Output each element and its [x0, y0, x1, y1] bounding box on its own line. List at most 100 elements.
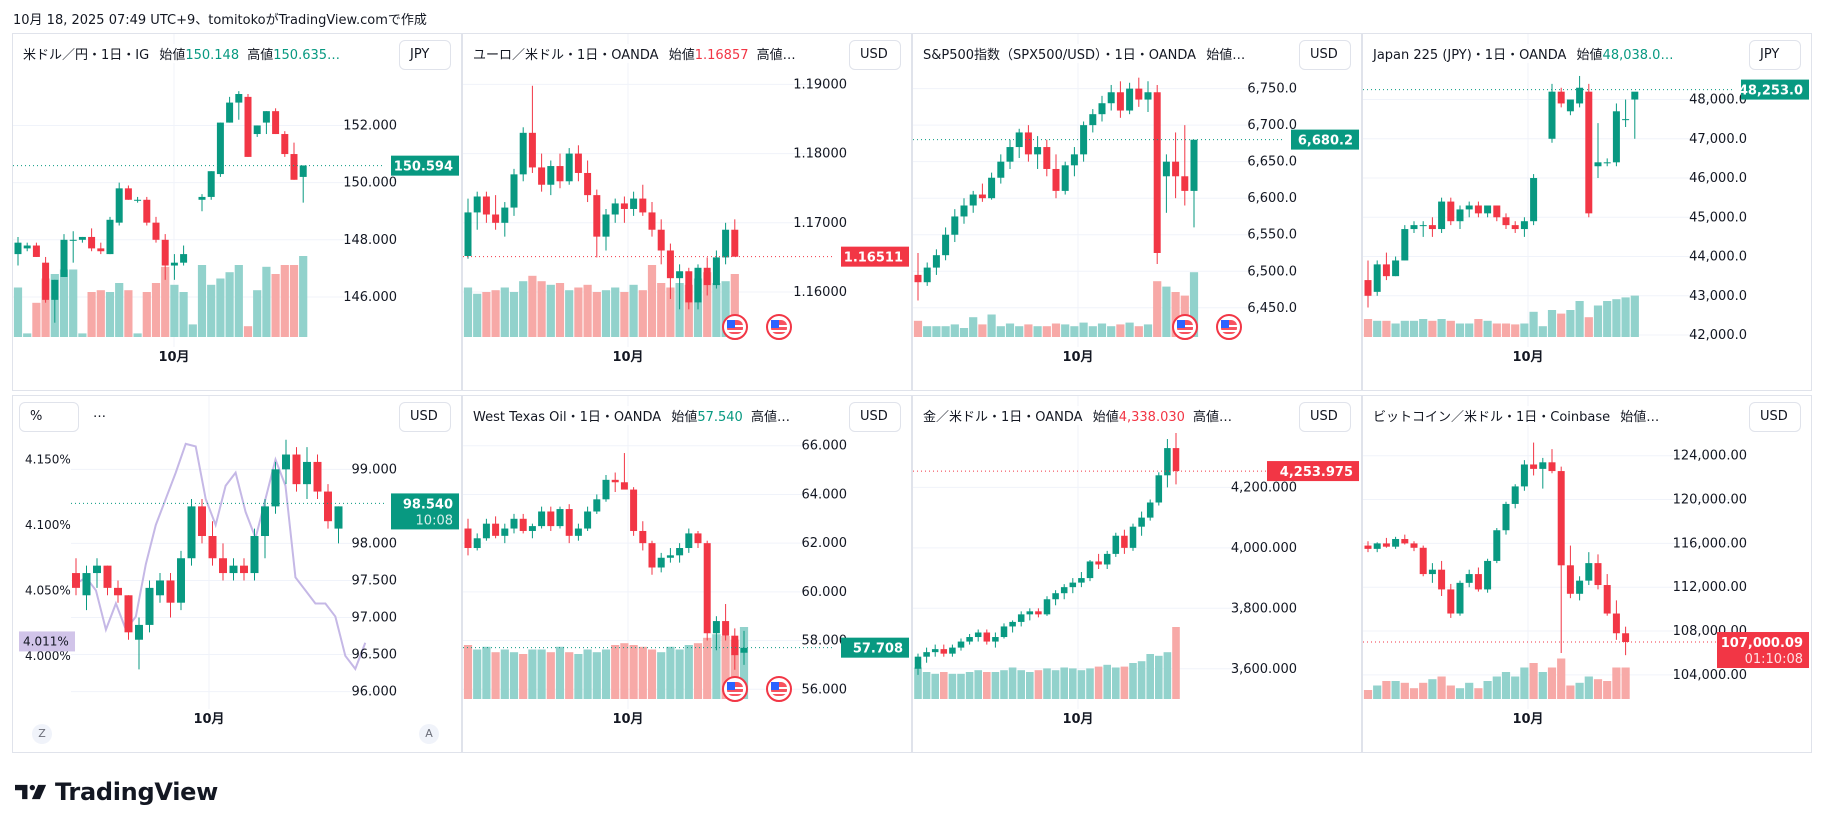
us-flag-event-icon[interactable] — [766, 314, 792, 340]
y-tick-label: 148.000 — [343, 233, 397, 248]
chart-panel-jp225[interactable]: 48,000.0 47,000.0 46,000.0 45,000.0 44,000.0… — [1362, 33, 1812, 391]
open-label: 始値 — [1092, 410, 1119, 425]
chart-canvas[interactable]: 66.000 64.000 62.000 60.000 58.000 56.000 57.7… — [463, 396, 912, 753]
volume-bar — [528, 649, 537, 699]
chart-canvas[interactable]: 48,000.0 47,000.0 46,000.0 45,000.0 44,000.0… — [1363, 34, 1812, 391]
y-tick-label: 60.000 — [802, 585, 848, 600]
volume-bar — [1363, 690, 1373, 699]
candle-body — [983, 632, 991, 642]
volume-bar — [1547, 310, 1557, 337]
us-flag-event-icon[interactable] — [1172, 314, 1198, 340]
currency-button[interactable]: USD — [1299, 40, 1351, 70]
chart-grid: 152.000 150.000 148.000 146.000 150.594 10月 米… — [12, 33, 1813, 755]
currency-button[interactable]: USD — [399, 402, 451, 432]
volume-bar — [1566, 685, 1575, 699]
volume-bar — [638, 646, 647, 699]
currency-button[interactable]: USD — [1299, 402, 1351, 432]
tradingview-logo[interactable]: TradingView — [15, 778, 218, 806]
y-tick-label: 4,200.000 — [1231, 480, 1297, 495]
chart-canvas[interactable]: 1.19000 1.18000 1.17000 1.16000 1.16511 10月 — [463, 34, 912, 391]
volume-bar — [463, 645, 473, 699]
candle-body — [229, 565, 238, 574]
high-value: 150.635… — [273, 48, 341, 63]
candle-body — [1520, 221, 1528, 230]
candle-body — [942, 234, 950, 256]
currency-button[interactable]: JPY — [1749, 40, 1801, 70]
chart-canvas[interactable]: 124,000.00 120,000.00 116,000.00 112,000.00… — [1363, 396, 1812, 753]
chart-panel-wti[interactable]: 66.000 64.000 62.000 60.000 58.000 56.000 57.7… — [462, 395, 912, 753]
volume-bar — [959, 328, 969, 337]
currency-button[interactable]: USD — [849, 402, 901, 432]
candle-body — [1382, 264, 1390, 277]
candle-body — [1070, 154, 1078, 166]
candle-body — [88, 236, 96, 249]
volume-bar — [1520, 667, 1529, 699]
volume-bar — [913, 320, 923, 337]
candle-body — [1392, 260, 1400, 277]
chart-panel-spx500[interactable]: 6,750.0 6,700.0 6,650.0 6,600.0 6,550.0 6,500… — [912, 33, 1362, 391]
candle-body — [1061, 165, 1069, 191]
zoom-reset-button[interactable]: Z — [32, 724, 52, 744]
chart-panel-eurusd[interactable]: 1.19000 1.18000 1.17000 1.16000 1.16511 10月 ユ… — [462, 33, 912, 391]
y-tick-label: 48,000.0 — [1689, 93, 1747, 108]
chart-panel-xauusd[interactable]: 4,200.000 4,000.000 3,800.000 3,600.000 4,25… — [912, 395, 1362, 753]
y-tick-label: 44,000.0 — [1689, 250, 1747, 265]
chart-canvas[interactable]: 6,750.0 6,700.0 6,650.0 6,600.0 6,550.0 6,500… — [913, 34, 1362, 391]
candle-body — [1603, 162, 1611, 164]
candle-body — [992, 637, 999, 642]
chart-title: 金／米ドル・1日・OANDA 始値4,338.030 高値… — [923, 406, 1235, 425]
candle-body — [1594, 563, 1602, 586]
candle-body — [1594, 162, 1602, 167]
candle-body — [290, 154, 298, 180]
candle-body — [1382, 543, 1390, 547]
candle-body — [1511, 486, 1519, 504]
candle-body — [69, 239, 77, 241]
candle-body — [1052, 168, 1060, 191]
volume-bar — [1034, 670, 1043, 699]
volume-bar — [1511, 324, 1520, 337]
candle-body — [1502, 503, 1510, 531]
volume-bar — [1492, 676, 1501, 699]
us-flag-event-icon[interactable] — [722, 314, 748, 340]
volume-bar — [473, 649, 482, 699]
us-flag-event-icon[interactable] — [766, 676, 792, 702]
symbol-title: ユーロ／米ドル・1日・OANDA — [473, 48, 659, 63]
candle-body — [611, 479, 619, 483]
candle-body — [1484, 560, 1492, 590]
open-value: 4,338.030 — [1118, 410, 1185, 425]
currency-button[interactable]: JPY — [399, 40, 451, 70]
volume-bar — [555, 283, 565, 337]
last-price: 107,000.09 — [1721, 636, 1803, 651]
candle-body — [694, 267, 702, 303]
last-price: 57.708 — [853, 642, 903, 657]
volume-bar — [78, 333, 87, 337]
volume-bar — [1026, 672, 1034, 699]
candle-body — [740, 647, 748, 653]
us-flag-event-icon[interactable] — [722, 676, 748, 702]
chart-canvas[interactable]: 4,200.000 4,000.000 3,800.000 3,600.000 4,25… — [913, 396, 1362, 753]
candle-body — [324, 491, 332, 522]
candle-body — [161, 239, 169, 266]
left-scale-button[interactable]: % — [19, 402, 79, 432]
candle-body — [135, 624, 143, 640]
volume-bar — [1612, 299, 1621, 337]
candle-body — [1410, 543, 1418, 548]
chart-panel-btcusd[interactable]: 124,000.00 120,000.00 116,000.00 112,000.00… — [1362, 395, 1812, 753]
auto-scale-button[interactable]: A — [419, 724, 439, 744]
chart-canvas[interactable]: 99.000 98.000 97.500 97.000 96.500 96.000 4.15… — [13, 396, 462, 753]
us-flag-event-icon[interactable] — [1216, 314, 1242, 340]
candle-body — [1103, 553, 1111, 565]
candle-body — [519, 132, 527, 175]
volume-bar — [509, 652, 519, 699]
currency-button[interactable]: USD — [1749, 402, 1801, 432]
chart-panel-usdjpy[interactable]: 152.000 150.000 148.000 146.000 150.594 10月 米… — [12, 33, 462, 391]
candle-body — [1474, 574, 1482, 590]
chart-canvas[interactable]: 152.000 150.000 148.000 146.000 150.594 10月 — [13, 34, 462, 391]
candle-body — [134, 199, 142, 201]
volume-bar — [1146, 654, 1154, 699]
chart-panel-us10y[interactable]: 99.000 98.000 97.500 97.000 96.500 96.000 4.15… — [12, 395, 462, 753]
candle-body — [538, 167, 546, 185]
currency-button[interactable]: USD — [849, 40, 901, 70]
candle-body — [1456, 582, 1464, 614]
volume-bar — [280, 265, 289, 337]
